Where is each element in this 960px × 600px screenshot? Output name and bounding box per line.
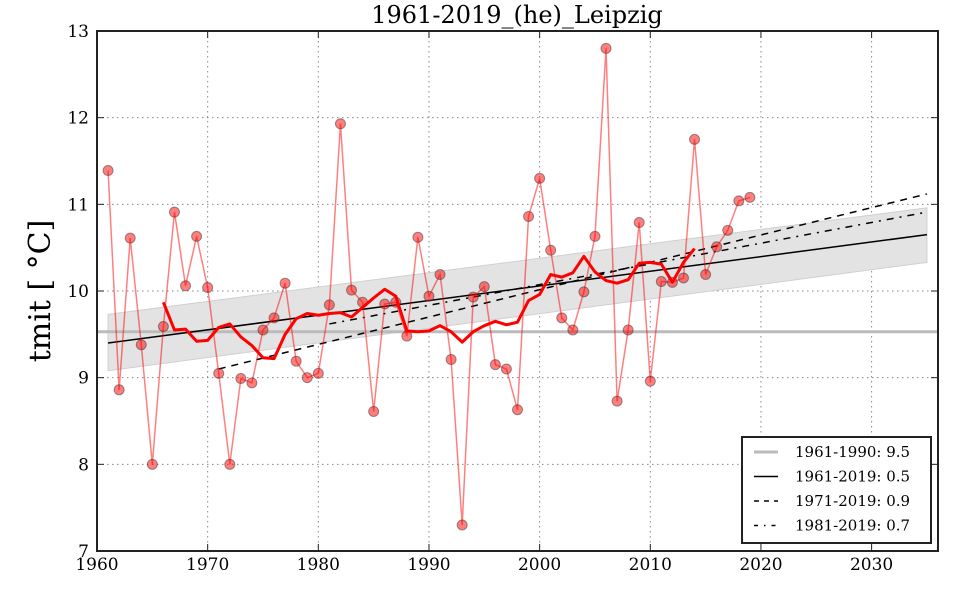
y-tick-label: 9 <box>78 369 89 389</box>
trend-line-1981-2019 <box>329 211 928 325</box>
data-point <box>334 118 346 130</box>
data-point <box>622 324 634 336</box>
data-point <box>677 272 689 284</box>
data-point <box>268 312 280 324</box>
data-point <box>600 42 612 54</box>
data-point <box>611 395 623 407</box>
data-point <box>246 377 258 389</box>
data-point <box>722 224 734 236</box>
data-point <box>235 373 247 385</box>
data-point <box>168 206 180 218</box>
x-tick-label: 1970 <box>186 555 229 575</box>
annual-series-layer <box>102 42 756 531</box>
data-point <box>523 210 535 222</box>
y-tick-label: 7 <box>78 542 89 562</box>
data-point <box>478 281 490 293</box>
data-point <box>102 165 114 177</box>
data-point <box>489 359 501 371</box>
data-point <box>744 191 756 203</box>
x-tick-label: 2030 <box>850 555 893 575</box>
data-point <box>733 195 745 207</box>
data-point <box>191 230 203 242</box>
data-point <box>346 284 358 296</box>
data-point <box>445 353 457 365</box>
data-point <box>711 241 723 253</box>
data-point <box>423 290 435 302</box>
data-point <box>467 291 479 303</box>
data-point <box>157 321 169 333</box>
y-tick-label: 13 <box>67 22 89 42</box>
y-tick-label: 10 <box>67 282 89 302</box>
x-tick-label: 2020 <box>739 555 782 575</box>
data-point <box>279 277 291 289</box>
data-point <box>689 133 701 145</box>
data-point <box>556 312 568 324</box>
data-point <box>545 244 557 256</box>
data-point <box>512 404 523 416</box>
data-point <box>644 375 656 387</box>
trend-lines-layer <box>107 193 928 370</box>
legend-label: 1971-2019: 0.9 <box>795 492 910 510</box>
trend-line-1971-2019 <box>218 193 928 370</box>
data-point <box>202 282 214 294</box>
data-point <box>578 286 590 298</box>
data-point <box>146 458 158 470</box>
data-point <box>180 280 192 292</box>
x-tick-label: 2010 <box>629 555 672 575</box>
data-point <box>224 458 236 470</box>
x-tick-label: 1960 <box>75 555 118 575</box>
chart-title: 1961-2019_(he)_Leipzig <box>371 1 663 29</box>
data-point <box>589 230 601 242</box>
data-point <box>135 339 147 351</box>
data-point <box>368 405 380 417</box>
data-point <box>534 172 546 184</box>
data-point <box>456 519 468 531</box>
data-point <box>124 232 136 244</box>
data-point <box>633 217 645 229</box>
data-point <box>412 231 424 243</box>
y-axis-label: tmit [ °C] <box>23 220 58 363</box>
legend-label: 1961-1990: 9.5 <box>795 443 910 461</box>
data-point <box>567 324 579 336</box>
data-point <box>379 298 391 310</box>
data-point <box>500 363 512 375</box>
data-point <box>257 324 269 336</box>
data-point <box>113 384 125 396</box>
y-tick-label: 8 <box>78 455 89 475</box>
data-point <box>700 269 712 281</box>
data-point <box>434 269 446 281</box>
data-point <box>290 355 302 367</box>
legend-label: 1961-2019: 0.5 <box>795 468 910 486</box>
x-tick-label: 1990 <box>407 555 450 575</box>
data-point <box>312 367 324 379</box>
tick-labels: 1960 1970 1980 1990 2000 2010 2020 2030 7 8 9 10 11 1… <box>67 22 893 575</box>
data-point <box>301 372 313 384</box>
legend: 1961-1990: 9.5 1961-2019: 0.5 1971-2019: 0… <box>741 436 932 544</box>
legend-label: 1981-2019: 0.7 <box>795 517 910 535</box>
x-tick-label: 2000 <box>518 555 561 575</box>
data-point <box>655 275 667 287</box>
y-tick-label: 12 <box>67 109 89 129</box>
x-tick-label: 1980 <box>297 555 340 575</box>
data-point <box>213 367 225 379</box>
y-tick-label: 11 <box>67 195 89 215</box>
moving-average-layer <box>162 247 696 361</box>
moving-average-line <box>162 247 696 361</box>
data-point <box>323 299 335 311</box>
axes <box>96 30 939 552</box>
